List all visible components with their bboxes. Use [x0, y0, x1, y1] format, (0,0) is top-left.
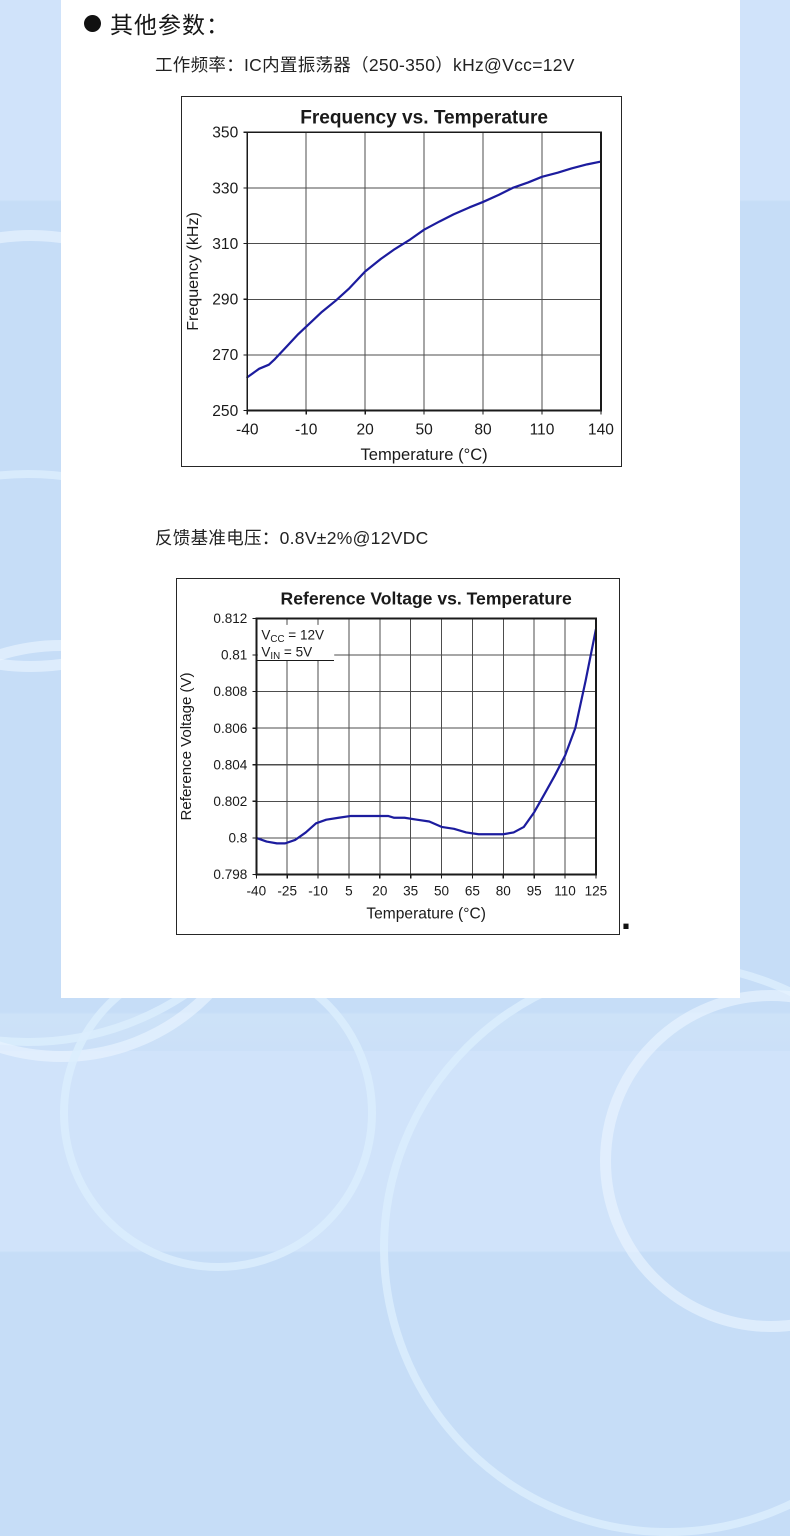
y-tick-label: 310 — [212, 236, 238, 253]
chart-title: Reference Voltage vs. Temperature — [281, 588, 572, 608]
x-tick-label: -25 — [277, 884, 297, 899]
y-tick-label: 250 — [212, 403, 238, 420]
x-tick-label: 110 — [530, 422, 555, 439]
param-label-frequency: 工作频率：IC内置振荡器（250-350）kHz@Vcc=12V — [155, 55, 575, 75]
frequency-chart: Frequency vs. Temperature -40 -10 20 50 80 110… — [181, 96, 622, 467]
data-curve — [246, 160, 603, 379]
x-tick-label: 65 — [465, 884, 480, 899]
chart-title: Frequency vs. Temperature — [300, 107, 548, 128]
y-tick-label: 0.798 — [213, 867, 247, 882]
x-tick-label: 35 — [403, 884, 418, 899]
x-tick-label: -10 — [295, 422, 318, 439]
x-tick-label: -10 — [308, 884, 328, 899]
x-axis-label: Temperature (°C) — [366, 906, 486, 923]
y-tick-label: 0.802 — [213, 794, 247, 809]
y-tick-label: 0.81 — [221, 648, 247, 663]
x-tick-label: 5 — [345, 884, 353, 899]
y-tick-label: 270 — [212, 347, 238, 364]
y-tick-label: 0.812 — [213, 611, 247, 626]
param-label-reference-voltage: 反馈基准电压：0.8V±2%@12VDC — [155, 528, 429, 548]
frequency-chart-svg: Frequency vs. Temperature -40 -10 20 50 80 110… — [184, 107, 614, 464]
x-tick-label: 80 — [474, 422, 492, 439]
x-tick-label: 20 — [357, 422, 375, 439]
x-tick-label: 50 — [415, 422, 433, 439]
x-tick-label: -40 — [236, 422, 259, 439]
data-curve — [255, 628, 598, 845]
y-axis-label: Frequency (kHz) — [184, 212, 202, 331]
x-tick-label: 110 — [554, 884, 576, 899]
x-axis-label: Temperature (°C) — [361, 445, 488, 464]
period-dot: . — [621, 896, 632, 937]
annotation-box — [257, 624, 335, 661]
y-tick-label: 350 — [212, 125, 238, 142]
plot-border — [246, 131, 602, 412]
y-tick-label: 290 — [212, 292, 238, 309]
page-title-text: 其他参数： — [110, 12, 230, 38]
x-tick-label: 20 — [372, 884, 387, 899]
bullet-icon — [84, 14, 101, 32]
background-swirl — [60, 955, 376, 1271]
annotation-text: VIN = 5V — [261, 645, 312, 663]
x-tick-label: 95 — [527, 884, 542, 899]
x-tick-label: 125 — [585, 884, 608, 899]
reference-voltage-chart: VCC = 12V VIN = 5V Reference Voltage vs. T… — [176, 578, 620, 935]
plot-border — [255, 617, 597, 876]
y-axis-label: Reference Voltage (V) — [178, 672, 195, 820]
background-swirl — [600, 990, 790, 1332]
y-tick-label: 0.806 — [213, 721, 247, 736]
x-tick-label: 50 — [434, 884, 449, 899]
y-tick-label: 0.8 — [228, 831, 247, 846]
y-tick-label: 330 — [212, 180, 238, 197]
x-tick-label: 80 — [496, 884, 511, 899]
page-title: 其他参数： — [84, 6, 230, 40]
y-tick-label: 0.808 — [213, 684, 247, 699]
background-swirl — [380, 960, 790, 1536]
annotation-text: VCC = 12V — [261, 627, 324, 645]
y-tick-label: 0.804 — [213, 757, 247, 772]
x-tick-label: 140 — [588, 422, 614, 439]
x-tick-label: -40 — [247, 884, 267, 899]
